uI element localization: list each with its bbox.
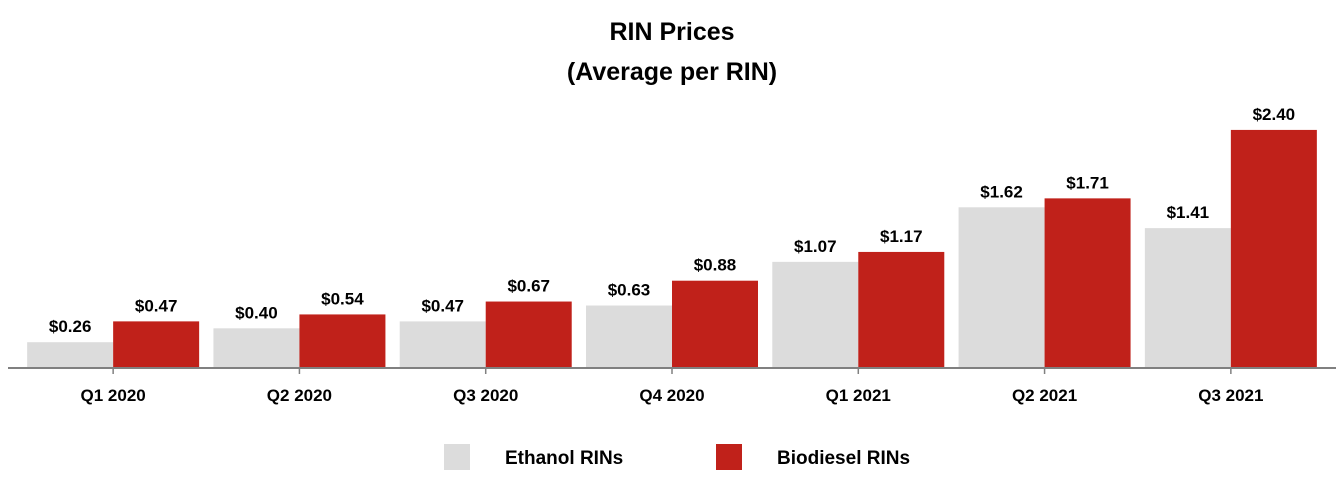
- data-label-ethanol-q2-2020: $0.40: [235, 303, 278, 322]
- data-label-biodiesel-q4-2020: $0.88: [694, 256, 737, 275]
- data-label-ethanol-q4-2020: $0.63: [608, 281, 651, 300]
- bar-ethanol-q1-2020: [27, 342, 114, 368]
- x-tick-label-q1-2020: Q1 2020: [81, 386, 146, 405]
- x-tick-label-q1-2021: Q1 2021: [826, 386, 891, 405]
- bars-layer: $0.26 $0.47 $0.40 $0.54 $0.47 $0.67 $0.63 $0.88…: [27, 105, 1317, 368]
- data-label-ethanol-q1-2020: $0.26: [49, 317, 92, 336]
- x-tick-label-q2-2021: Q2 2021: [1012, 386, 1077, 405]
- data-label-ethanol-q3-2020: $0.47: [421, 296, 464, 315]
- legend-swatch-biodiesel: [716, 444, 742, 470]
- legend: Ethanol RINs Biodiesel RINs: [444, 444, 910, 470]
- legend-label-biodiesel: Biodiesel RINs: [777, 448, 910, 469]
- bar-ethanol-q4-2020: [586, 305, 672, 368]
- legend-swatch-ethanol: [444, 444, 470, 470]
- bar-ethanol-q2-2021: [958, 207, 1045, 368]
- data-label-ethanol-q2-2021: $1.62: [980, 182, 1023, 201]
- x-tick-label-q4-2020: Q4 2020: [639, 386, 704, 405]
- chart-subtitle: (Average per RIN): [567, 58, 777, 86]
- bar-biodiesel-q1-2020: [113, 321, 200, 368]
- data-label-biodiesel-q1-2020: $0.47: [135, 296, 178, 315]
- x-tick-label-q2-2020: Q2 2020: [267, 386, 332, 405]
- data-label-biodiesel-q1-2021: $1.17: [880, 227, 923, 246]
- chart-title: RIN Prices: [609, 18, 734, 46]
- data-label-biodiesel-q2-2021: $1.71: [1066, 173, 1109, 192]
- bar-biodiesel-q4-2020: [672, 280, 758, 368]
- data-label-biodiesel-q3-2021: $2.40: [1253, 105, 1296, 124]
- data-label-ethanol-q1-2021: $1.07: [794, 237, 837, 256]
- data-label-biodiesel-q2-2020: $0.54: [321, 289, 364, 308]
- bar-biodiesel-q2-2021: [1044, 198, 1131, 368]
- bar-biodiesel-q1-2021: [858, 251, 945, 368]
- bar-ethanol-q2-2020: [213, 328, 300, 368]
- data-label-ethanol-q3-2021: $1.41: [1167, 203, 1210, 222]
- x-tick-label-q3-2020: Q3 2020: [453, 386, 518, 405]
- x-tick-label-q3-2021: Q3 2021: [1198, 386, 1263, 405]
- bar-ethanol-q3-2020: [399, 321, 486, 368]
- data-label-biodiesel-q3-2020: $0.67: [507, 277, 550, 296]
- bar-biodiesel-q3-2021: [1230, 129, 1317, 368]
- bar-ethanol-q1-2021: [772, 261, 859, 368]
- bar-biodiesel-q2-2020: [299, 314, 386, 368]
- bar-biodiesel-q3-2020: [485, 301, 572, 368]
- bar-ethanol-q3-2021: [1144, 228, 1231, 368]
- x-axis: Q1 2020 Q2 2020 Q3 2020 Q4 2020 Q1 2021 Q2 20…: [8, 367, 1336, 405]
- legend-label-ethanol: Ethanol RINs: [505, 448, 623, 469]
